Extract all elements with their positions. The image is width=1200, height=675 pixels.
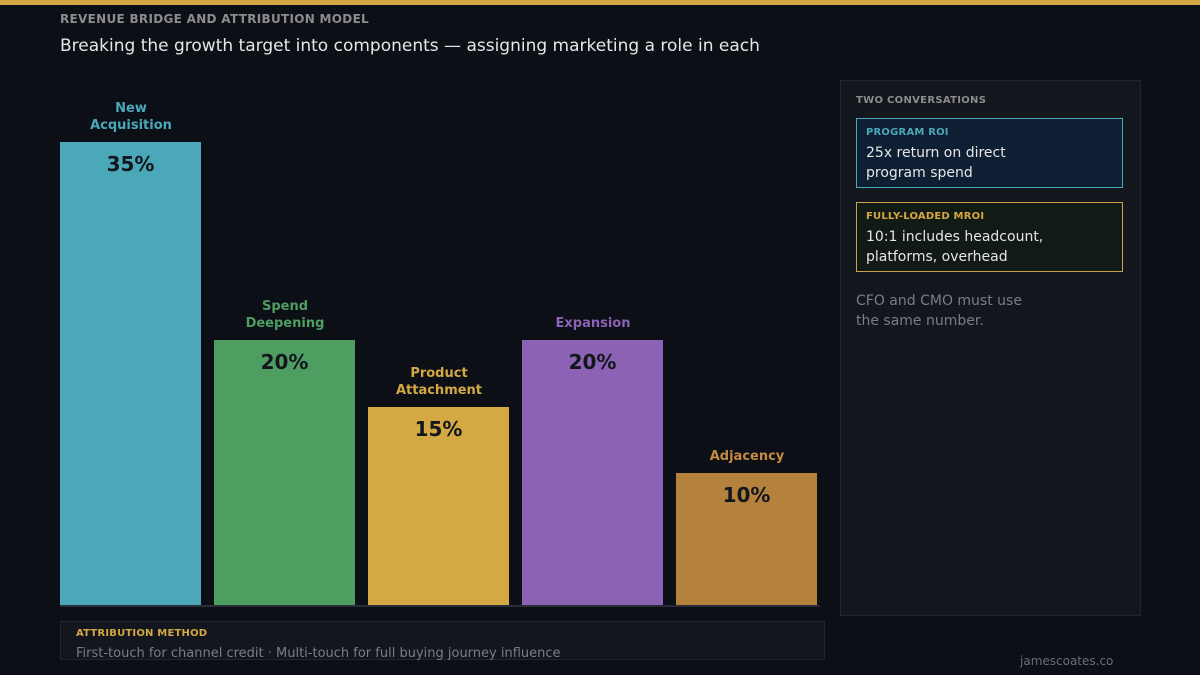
category-label: Adjacency — [709, 448, 785, 464]
bar-value-label: 15% — [414, 416, 463, 441]
program-roi-card: PROGRAM ROI 25x return on direct program… — [856, 118, 1123, 188]
bar-value-label: 20% — [260, 350, 309, 375]
panel-note: CFO and CMO must use the same number. — [856, 293, 1022, 329]
fully-loaded-mroi-body: 10:1 includes headcount, platforms, over… — [866, 229, 1044, 265]
panel-title: TWO CONVERSATIONS — [856, 95, 987, 106]
page-subtitle: Breaking the growth target into componen… — [60, 36, 760, 56]
chart-baseline — [60, 605, 820, 607]
attribution-method-text: First-touch for channel credit · Multi-t… — [76, 646, 561, 661]
attribution-method-box: ATTRIBUTION METHOD First-touch for chann… — [60, 621, 825, 661]
program-roi-heading: PROGRAM ROI — [866, 127, 949, 138]
bar-product-attachment: 15% — [368, 406, 509, 605]
attribution-method-title: ATTRIBUTION METHOD — [76, 628, 208, 639]
revenue-bridge-chart: 35% New Acquisition 20% Spend Deepening 15% Pro… — [60, 101, 817, 605]
category-label: Product Attachment — [395, 365, 483, 398]
footer-credit: jamescoates.co — [1020, 654, 1114, 668]
page-eyebrow: REVENUE BRIDGE AND ATTRIBUTION MODEL — [60, 12, 370, 26]
top-accent-bar — [0, 0, 1200, 5]
bar-adjacency: 10% — [676, 472, 817, 605]
fully-loaded-mroi-heading: FULLY-LOADED MROI — [866, 211, 985, 222]
bar-expansion: 20% — [522, 340, 663, 605]
fully-loaded-mroi-card: FULLY-LOADED MROI 10:1 includes headcoun… — [856, 202, 1123, 272]
category-label: Expansion — [555, 316, 631, 332]
program-roi-body: 25x return on direct program spend — [866, 145, 1006, 181]
category-label: New Acquisition — [90, 101, 172, 133]
bar-spend-deepening: 20% — [214, 340, 355, 605]
bar-value-label: 20% — [568, 350, 617, 375]
bar-value-label: 10% — [722, 482, 771, 507]
bar-new-acquisition: 35% — [60, 142, 201, 605]
two-conversations-panel: TWO CONVERSATIONS PROGRAM ROI 25x return… — [840, 80, 1141, 616]
bar-value-label: 35% — [106, 152, 155, 176]
category-label: Spend Deepening — [245, 299, 325, 332]
